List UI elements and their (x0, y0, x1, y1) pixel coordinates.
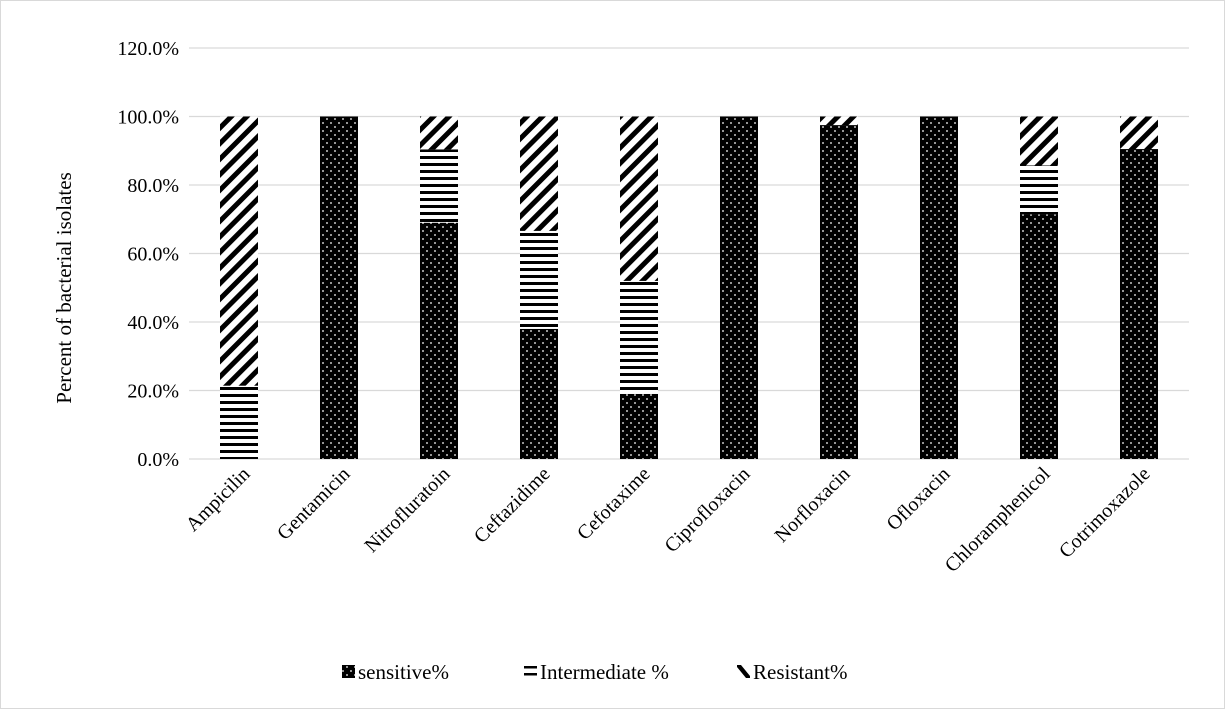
x-category-label: Nitrofluratoin (360, 463, 454, 557)
bar-segment-sensitive (620, 393, 658, 459)
y-tick-label: 20.0% (127, 381, 179, 403)
bar-segment-resistant (820, 116, 858, 126)
legend-label: Intermediate % (540, 660, 669, 684)
x-category-label: Ofloxacin (882, 463, 954, 535)
bar-segment-sensitive (1020, 214, 1058, 459)
x-category-label: Ampicilin (182, 463, 255, 536)
bar-segment-resistant (1020, 116, 1058, 166)
y-tick-label: 80.0% (127, 175, 179, 197)
bar-segment-sensitive (520, 328, 558, 459)
bar-segment-sensitive (420, 222, 458, 459)
x-category-label: Ciprofloxacin (660, 463, 754, 557)
bars (220, 116, 1158, 459)
legend-label: Resistant% (753, 660, 848, 684)
y-tick-label: 0.0% (137, 449, 179, 471)
legend-item: sensitive% (342, 660, 449, 684)
x-category-label: Chloramphenicol (941, 463, 1055, 577)
bar-segment-intermediate (620, 280, 658, 394)
bar-segment-resistant (1120, 116, 1158, 150)
y-axis-ticks: 0.0% 20.0% 40.0% 60.0% 80.0% 100.0% 120.0% (117, 38, 179, 471)
legend-swatch (737, 665, 750, 678)
x-category-label: Gentamicin (273, 463, 355, 545)
y-tick-label: 100.0% (117, 107, 179, 129)
bar-segment-sensitive (720, 116, 758, 459)
bar-segment-sensitive (1120, 149, 1158, 459)
bar-segment-intermediate (520, 230, 558, 329)
bar-segment-resistant (220, 116, 258, 386)
bar-segment-sensitive (920, 116, 958, 459)
y-tick-label: 40.0% (127, 312, 179, 334)
y-axis-title: Percent of bacterial isolates (52, 172, 76, 403)
x-category-label: Ceftazidime (470, 463, 555, 548)
bar-segment-resistant (520, 116, 558, 231)
bar-segment-resistant (620, 116, 658, 281)
legend-swatch (524, 673, 537, 676)
legend-label: sensitive% (358, 660, 449, 684)
legend-swatch (342, 665, 355, 678)
x-category-label: Cotrimoxazole (1055, 463, 1155, 563)
legend-item: Intermediate % (524, 660, 669, 684)
bar-segment-intermediate (1020, 165, 1058, 215)
x-category-label: Cefotaxime (573, 463, 655, 545)
x-category-label: Norfloxacin (771, 463, 855, 547)
legend-item: Resistant% (737, 660, 848, 684)
bar-segment-resistant (420, 116, 458, 150)
y-tick-label: 120.0% (117, 38, 179, 60)
legend-swatch (524, 666, 537, 669)
legend: sensitive% Intermediate % Resistant% (342, 660, 848, 684)
x-axis-categories: Ampicilin Gentamicin Nitrofluratoin Ceftazi… (182, 463, 1155, 577)
bar-segment-intermediate (420, 149, 458, 223)
bar-segment-sensitive (820, 125, 858, 459)
bar-segment-intermediate (220, 385, 258, 459)
y-tick-label: 60.0% (127, 244, 179, 266)
bar-segment-sensitive (320, 116, 358, 459)
